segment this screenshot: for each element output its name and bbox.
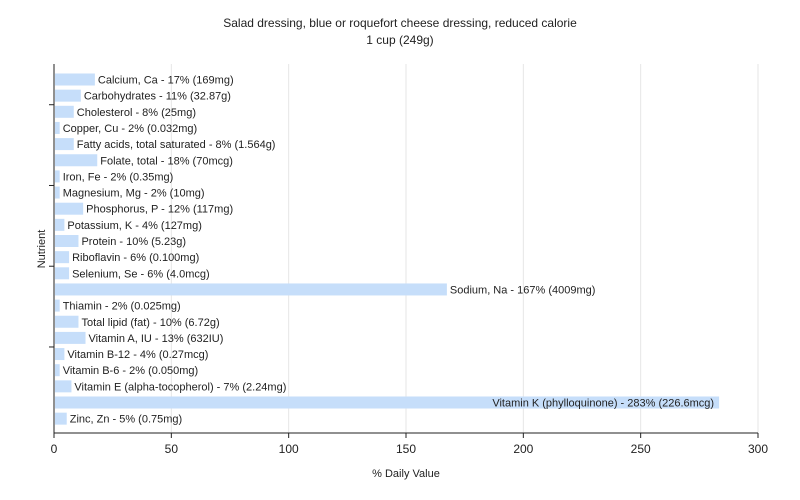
bar <box>55 251 70 264</box>
axes <box>49 64 759 438</box>
x-tick-label: 250 <box>631 442 651 456</box>
bar-label: Selenium, Se - 6% (4.0mcg) <box>72 268 210 280</box>
bar <box>55 138 74 151</box>
bar <box>55 380 72 393</box>
bar <box>55 218 65 231</box>
bar-label: Fatty acids, total saturated - 8% (1.564… <box>77 139 276 151</box>
bar-label: Vitamin E (alpha-tocopherol) - 7% (2.24m… <box>74 381 286 393</box>
chart-subtitle: 1 cup (249g) <box>366 33 433 47</box>
bar-label: Cholesterol - 8% (25mg) <box>77 107 196 119</box>
bar-label: Potassium, K - 4% (127mg) <box>67 220 202 232</box>
bar <box>55 283 447 296</box>
bar-label: Zinc, Zn - 5% (0.75mg) <box>70 414 182 426</box>
bar <box>55 348 65 361</box>
x-tick-label: 50 <box>165 442 179 456</box>
x-tick-label: 150 <box>396 442 416 456</box>
x-tick-label: 200 <box>513 442 533 456</box>
bar <box>55 170 60 183</box>
bar <box>55 364 60 377</box>
x-axis-label: % Daily Value <box>372 468 440 480</box>
bar-label: Folate, total - 18% (70mcg) <box>100 155 233 167</box>
bars <box>55 73 720 425</box>
bar <box>55 89 81 102</box>
bar <box>55 186 60 199</box>
bar <box>55 331 86 344</box>
bar-label: Iron, Fe - 2% (0.35mg) <box>63 171 174 183</box>
bar <box>55 299 60 312</box>
x-tick-label: 300 <box>748 442 768 456</box>
bar <box>55 202 84 215</box>
x-tick-label: 0 <box>51 442 58 456</box>
bar-label: Vitamin K (phylloquinone) - 283% (226.6m… <box>492 398 714 410</box>
bar-label: Phosphorus, P - 12% (117mg) <box>86 204 233 216</box>
grid-lines <box>170 64 759 433</box>
bar <box>55 73 95 86</box>
bar-label: Calcium, Ca - 17% (169mg) <box>98 75 234 87</box>
bar-label: Protein - 10% (5.23g) <box>81 236 186 248</box>
bar <box>55 396 720 409</box>
bar-labels: Calcium, Ca - 17% (169mg) Carbohydrates -… <box>63 75 714 426</box>
bar-label: Vitamin B-6 - 2% (0.050mg) <box>63 365 199 377</box>
x-tick-label: 100 <box>279 442 299 456</box>
bar <box>55 235 79 247</box>
bar-label: Sodium, Na - 167% (4009mg) <box>450 284 596 296</box>
x-tick-labels: 0 50 100 150 200 250 300 <box>51 442 769 456</box>
chart-title: Salad dressing, blue or roquefort cheese… <box>223 16 577 30</box>
y-axis-label: Nutrient <box>36 230 48 269</box>
bar <box>55 267 70 280</box>
bar-label: Copper, Cu - 2% (0.032mg) <box>63 123 198 135</box>
bar-label: Magnesium, Mg - 2% (10mg) <box>63 188 205 200</box>
bar-label: Vitamin B-12 - 4% (0.27mcg) <box>67 349 208 361</box>
bar <box>55 315 79 328</box>
bar-label: Vitamin A, IU - 13% (632IU) <box>89 333 224 345</box>
bar-label: Riboflavin - 6% (0.100mg) <box>72 252 199 264</box>
bar-label: Carbohydrates - 11% (32.87g) <box>84 91 231 103</box>
bar-label: Total lipid (fat) - 10% (6.72g) <box>81 317 219 329</box>
bar <box>55 154 98 167</box>
bar-label: Thiamin - 2% (0.025mg) <box>63 301 181 313</box>
bar <box>55 121 60 134</box>
bar <box>55 105 74 118</box>
bar <box>55 412 67 425</box>
